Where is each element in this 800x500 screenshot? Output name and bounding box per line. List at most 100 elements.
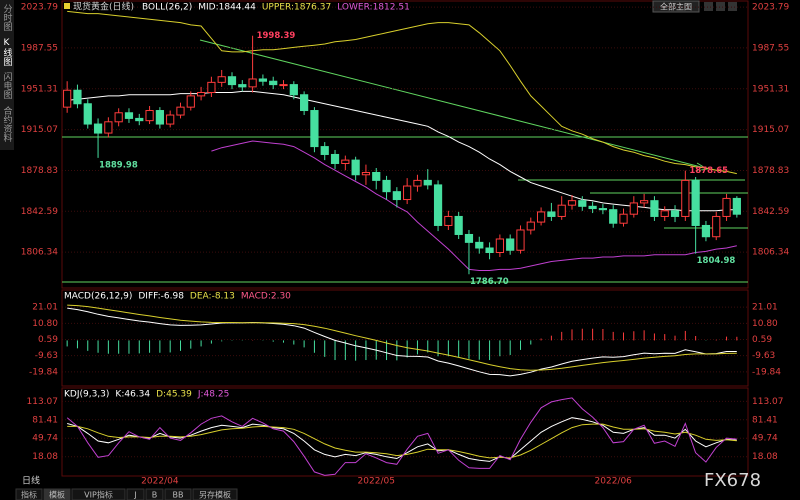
y-tick-label: 10.80 [32,319,58,329]
x-tick-label: 2022/05 [358,477,395,487]
indicator-header: MACD:2.30 [241,292,291,302]
x-tick-label: 2022/06 [595,477,633,487]
bottom-tab[interactable] [164,488,192,500]
icon-button[interactable] [716,2,725,11]
bottom-tab-label[interactable]: 指标 [21,490,37,500]
macd-line [67,307,737,377]
candle-body [166,114,175,125]
icon-button[interactable] [704,2,713,11]
y-tick-label: 1806.34 [21,248,58,258]
candle-body [609,209,618,224]
candle-body [186,95,195,108]
y-tick-label: -9.63 [35,351,58,361]
candle-body [269,80,278,86]
candle-body [227,76,237,86]
toolbar-button-label[interactable]: 全部主图 [660,2,692,12]
bottom-tab-label[interactable]: BB [173,491,184,500]
y-tick-label: 1806.34 [752,248,789,258]
indicator-header: LOWER:1812.51 [337,3,410,13]
candle-body [104,121,113,134]
y-tick-label: 18.08 [32,452,58,462]
bottom-tab[interactable] [71,488,126,500]
candle-body [423,179,432,186]
trend-line [199,39,706,169]
candle-body [650,200,659,217]
drawings [62,39,748,283]
bottom-tab-label[interactable]: VIP指标 [84,490,113,500]
bottom-tab-label[interactable]: B [152,491,158,500]
chart-title: 现货黄金(日线) [73,1,134,13]
indicator-header: DIFF:-6.98 [138,292,184,302]
y-tick-label: 1987.55 [21,43,58,53]
toolbar-button[interactable] [652,0,700,13]
bottom-tab-label[interactable]: 另存模板 [199,490,231,500]
bottom-tab[interactable] [15,488,43,500]
candle-body [547,211,556,217]
kdj-panel-frame [61,387,749,477]
boll-line [211,140,737,271]
candle-body [330,153,340,164]
low-label: 1786.70 [470,277,509,287]
y-tick-label: 113.07 [27,397,59,407]
bottom-tab[interactable] [192,488,238,500]
candle-body [341,159,350,164]
candle-body [701,224,711,238]
candle-body [73,89,82,105]
bottom-tab[interactable] [126,488,145,500]
y-tick-label: 49.74 [32,434,58,444]
y-tick-label: 1915.07 [21,125,58,135]
candle-body [279,84,288,87]
y-tick-label: 18.08 [752,452,778,462]
y-tick-label: 113.07 [752,397,784,407]
candle-body [598,208,608,211]
sidebar-tab[interactable]: 合约资料 [2,105,13,143]
bottom-tab-label[interactable]: J [133,491,136,500]
kdj-line [67,423,737,459]
y-tick-label: -19.84 [29,367,58,377]
y-tick-label: 1878.83 [21,166,58,176]
indicator-header: BOLL(26,2) [142,3,192,13]
y-tick-label: 1987.55 [752,43,789,53]
sidebar-tab[interactable]: 分时图 [2,4,13,32]
y-tick-label: 21.01 [752,303,778,313]
y-tick-label: 1915.07 [752,125,789,135]
low-label: 1889.98 [99,160,138,170]
candle-body [629,202,638,215]
candle-body [506,238,515,251]
candle-body [238,84,247,88]
y-tick-label: 1842.59 [752,207,789,217]
y-tick-label: 81.41 [752,415,778,425]
kdj-line [67,417,737,462]
sidebar-tab[interactable]: 闪电图 [2,72,13,100]
candle-body [93,123,103,134]
low-label: 1804.98 [697,256,736,266]
candle-body [670,210,680,217]
y-tick-label: 1842.59 [21,207,58,217]
candle-body [475,241,484,249]
sidebar-tab[interactable]: K线图 [2,38,13,67]
candle-body [361,172,371,176]
candle-body [454,215,463,235]
x-tick-label: 2022/04 [141,477,179,487]
y-tick-label: 1878.83 [752,166,789,176]
candle-body [124,112,134,119]
candle-body [722,197,731,217]
bottom-tab[interactable] [145,488,164,500]
macd-line [67,304,737,371]
macd-panel-frame [61,289,749,387]
candle-body [660,210,669,217]
indicator-header: KDJ(9,3,3) [64,390,109,400]
bottom-tab-label[interactable]: 模板 [49,490,65,500]
candle-body [516,229,525,251]
candle-body [691,179,700,226]
bottom-tab[interactable] [43,488,71,500]
boll-line [67,90,737,212]
candle-body [392,191,401,201]
sidebar [0,0,14,150]
candle-body [258,78,268,82]
icon-button[interactable] [728,2,737,11]
candle-body [145,110,154,122]
high-label: 1878.65 [689,166,728,176]
